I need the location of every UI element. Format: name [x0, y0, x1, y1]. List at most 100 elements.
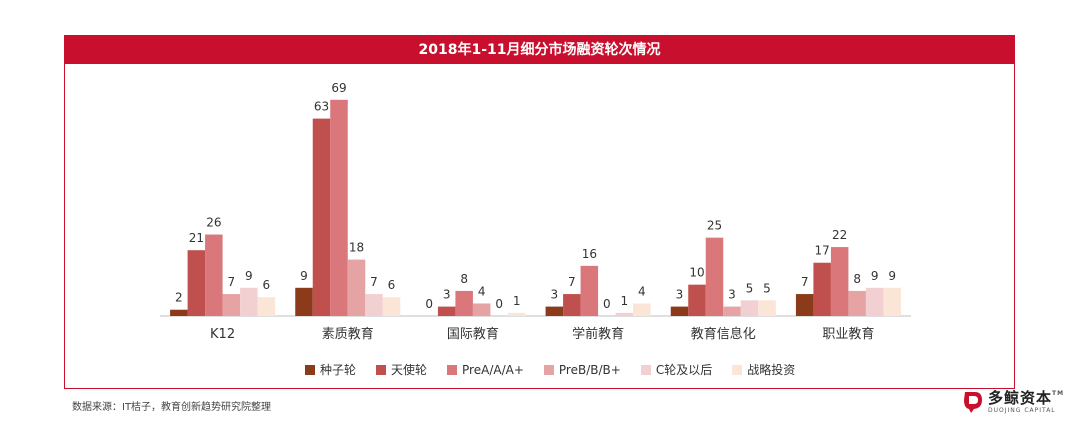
bar	[813, 262, 831, 316]
data-label: 17	[815, 244, 830, 258]
bar	[580, 265, 599, 316]
bar	[688, 284, 706, 316]
x-tick-label: 素质教育	[322, 326, 374, 342]
legend-item: 种子轮	[305, 361, 356, 378]
bar	[830, 247, 849, 316]
legend-label: 种子轮	[320, 363, 357, 377]
bar	[545, 306, 564, 316]
data-label: 1	[513, 294, 521, 308]
data-label: 63	[314, 100, 329, 114]
data-label: 8	[853, 272, 861, 286]
data-label: 21	[189, 231, 204, 245]
bar	[883, 287, 901, 316]
data-label: 25	[707, 219, 722, 233]
bar	[295, 287, 313, 316]
data-source-note: 数据来源：IT桔子，教育创新趋势研究院整理	[72, 402, 272, 413]
data-label: 9	[300, 269, 308, 283]
data-label: 4	[478, 284, 486, 298]
bar	[848, 290, 866, 316]
bar	[205, 234, 223, 316]
x-tick-label: 学前教育	[572, 326, 624, 342]
legend-item: PreB/B/B+	[543, 362, 621, 377]
data-label: 3	[676, 288, 684, 302]
data-label: 5	[746, 281, 754, 295]
legend-swatch	[447, 364, 458, 375]
logo-english-name: DUOJING CAPITAL	[988, 406, 1056, 414]
legend-item: 天使轮	[376, 361, 427, 378]
data-label: 7	[228, 275, 236, 289]
bar	[382, 297, 401, 316]
legend-swatch	[640, 364, 651, 375]
bar	[563, 294, 581, 316]
company-logo: 多鲸资本TM DUOJING CAPITAL	[962, 390, 1064, 414]
x-tick-label: 教育信息化	[691, 326, 756, 342]
bar	[312, 118, 331, 316]
data-label: 7	[801, 275, 809, 289]
bar	[170, 309, 188, 316]
data-label: 0	[495, 297, 503, 311]
x-tick-label: 国际教育	[447, 326, 499, 342]
chart-title: 2018年1-11月细分市场融资轮次情况	[65, 36, 1014, 64]
bar	[740, 300, 759, 316]
bar	[723, 306, 741, 316]
chart-legend: 种子轮 天使轮 PreA/A/A+ PreB/B/B+ C轮及以后 战略投资	[305, 361, 795, 378]
data-label: 6	[263, 278, 271, 292]
x-tick-label: K12	[210, 327, 235, 342]
legend-label: PreB/B/B+	[558, 362, 621, 377]
legend-swatch	[305, 364, 315, 375]
bar	[240, 287, 258, 316]
x-tick-label: 职业教育	[822, 326, 874, 342]
bar	[222, 294, 241, 316]
bar	[705, 237, 724, 316]
bar	[865, 287, 884, 316]
data-label: 7	[370, 275, 378, 289]
legend-swatch	[732, 364, 743, 375]
chart-frame: 2018年1-11月细分市场融资轮次情况 2 21 26 7 9 6 K12 9 63 69 18 7…	[64, 35, 1015, 389]
data-label: 1	[621, 294, 629, 308]
data-label: 16	[582, 247, 597, 261]
logo-chinese-name: 多鲸资本	[988, 388, 1053, 407]
legend-swatch	[543, 364, 554, 375]
bar	[795, 294, 814, 316]
legend-swatch	[376, 364, 387, 375]
data-label: 3	[728, 288, 736, 302]
data-label: 9	[888, 269, 896, 283]
bar	[455, 290, 473, 316]
data-label: 3	[551, 288, 559, 302]
bar	[330, 99, 348, 316]
legend-item: PreA/A/A+	[447, 363, 524, 377]
data-label: 3	[443, 288, 451, 302]
data-label: 18	[349, 241, 364, 255]
data-label: 9	[871, 269, 879, 283]
bar	[257, 297, 276, 316]
bar	[347, 259, 366, 316]
data-label: 7	[568, 275, 576, 289]
data-label: 22	[832, 228, 847, 242]
bar	[472, 303, 491, 316]
data-label: 10	[689, 266, 704, 280]
data-label: 5	[763, 281, 771, 295]
data-label: 0	[603, 297, 611, 311]
logo-trademark: TM	[1052, 389, 1065, 397]
data-label: 2	[175, 291, 183, 305]
data-label: 26	[206, 216, 221, 230]
bar	[187, 250, 206, 316]
data-label: 69	[331, 81, 346, 95]
data-label: 8	[460, 272, 468, 286]
bar	[507, 312, 526, 316]
legend-item: 战略投资	[732, 361, 795, 378]
bar	[615, 312, 634, 316]
bar	[633, 303, 651, 316]
data-label: 4	[638, 284, 646, 298]
bar	[670, 306, 689, 316]
legend-label: 战略投资	[747, 363, 796, 377]
data-label: 0	[425, 297, 433, 311]
legend-label: C轮及以后	[655, 363, 713, 377]
bar	[365, 294, 383, 316]
bar	[437, 306, 456, 316]
legend-label: PreA/A/A+	[462, 362, 524, 377]
data-label: 6	[388, 278, 396, 292]
data-label: 9	[245, 269, 253, 283]
whale-logo-icon	[964, 392, 982, 413]
